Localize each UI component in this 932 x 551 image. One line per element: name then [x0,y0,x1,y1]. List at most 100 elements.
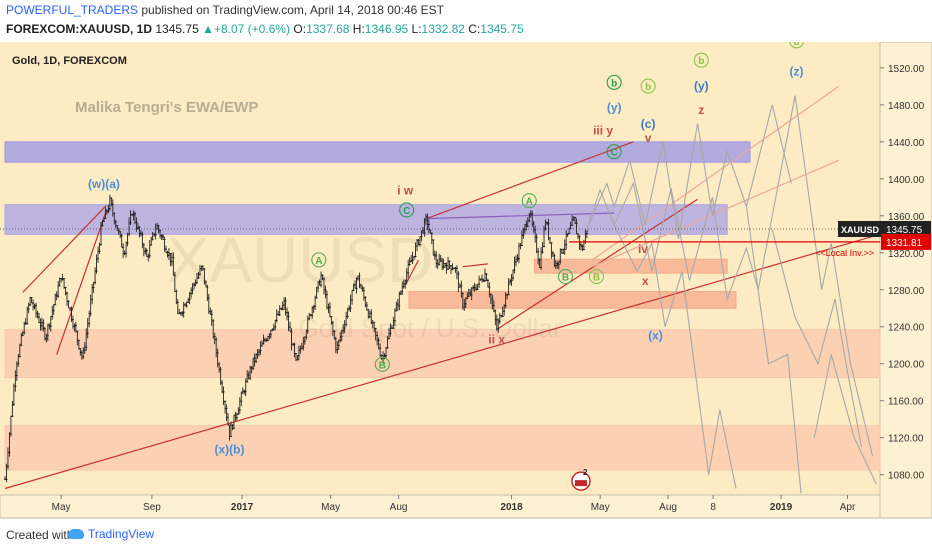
wave-label: b [794,42,800,48]
wave-label: (w)(a) [88,177,120,191]
wave-label-circle [521,193,537,209]
publication-line: POWERFUL_TRADERS published on TradingVie… [6,3,444,17]
wave-label: b [698,56,704,67]
wave-label: B [593,273,600,284]
wave-label-circle [374,356,390,372]
watermark-symbol: XAUUSD [167,224,434,296]
wave-label: (y) [607,100,622,114]
time-tick-label: May [591,502,610,513]
publisher-link[interactable]: POWERFUL_TRADERS [6,3,139,17]
wave-label: b [645,82,651,93]
time-tick-label: 2018 [500,502,523,513]
time-axis-background [0,494,881,518]
high-label: H: [352,22,365,36]
trendline [426,212,615,220]
price-tick-label: 1520.00 [888,64,925,75]
wave-label-circle [588,268,605,285]
price-change: +8.07 (+0.6%) [213,22,291,36]
price-tick-label: 1280.00 [888,286,925,297]
symbol-tag-text: XAUUSD [841,225,880,235]
trendline [56,211,107,355]
price-axis-background [879,42,932,518]
support-resistance-zone [4,425,881,471]
plot-background [0,42,880,495]
time-tick-label: 8 [710,502,716,513]
time-tick-label: Aug [390,502,408,513]
last-price-tag-text: 1345.75 [886,225,923,236]
time-tick-label: May [321,502,340,513]
wave-label: b [611,78,617,89]
chart-subtitle: Malika Tengri's EWA/EWP [75,99,258,116]
time-tick-label: 2019 [770,502,793,513]
time-tick-label: Aug [659,502,677,513]
open-value: 1337.68 [306,22,350,36]
wave-label: C [403,206,410,217]
wave-label: B [379,360,386,371]
wave-label: x [642,274,649,288]
tradingview-logo[interactable]: TradingView [68,527,154,541]
support-resistance-zone [4,141,751,163]
time-tick-label: Sep [143,502,161,513]
trendline [426,141,634,220]
wave-label-circle [557,268,573,285]
chart-title: Gold, 1D, FOREXCOM [12,55,127,67]
wave-label-circle [693,52,709,68]
low-value: 1332.82 [421,22,465,36]
open-label: O: [293,22,307,36]
published-text: published on TradingView.com, April 14, … [138,3,445,17]
price-tick-label: 1320.00 [888,249,925,260]
price-tick-label: 1400.00 [888,175,925,186]
symbol-name: FOREXCOM:XAUUSD, 1D [6,22,153,36]
candles-layer [4,194,589,483]
wave-label: (x)(b) [214,442,244,456]
wave-label: C [611,148,618,159]
projection-path [771,229,863,448]
price-tick-label: 1240.00 [888,323,925,334]
wave-label: z [698,103,704,117]
price-tick-label: 1160.00 [888,397,924,408]
invalidation-tag-box [881,233,931,250]
watermark-description: Gold Spot / U.S. Dollar [299,313,562,343]
wave-label-circle [606,74,622,90]
wave-label: A [315,256,322,267]
wave-label: i w [397,184,414,198]
wave-label-circle [789,42,805,49]
invalidation-tag-text: 1331.81 [886,238,923,249]
wave-label: (z) [790,64,804,78]
tradingview-brand: TradingView [88,527,155,541]
wave-label-circle [399,202,415,218]
time-axis[interactable]: May Sep 2017 May Aug 2018 May Aug 8 2019 Apr [52,495,856,513]
projection-path [613,224,737,489]
tradingview-cloud-icon [68,529,84,539]
price-tags: XAUUSD 1345.75 1331.81 [838,220,931,250]
wave-label: B [562,273,569,284]
wave-label: A [526,197,533,208]
price-axis[interactable]: 1080.00 1120.00 1160.00 1200.00 1240.00 1280.… [880,64,925,482]
price-tick-label: 1440.00 [888,138,925,149]
price-tick-label: 1080.00 [888,471,925,482]
last-price: 1345.75 [155,22,199,36]
last-price-tag-box [881,220,931,237]
support-resistance-zone [4,329,881,379]
price-tick-label: 1200.00 [888,360,925,371]
projections-layer [586,95,877,494]
wave-label-circle [311,252,327,268]
price-tick-label: 1120.00 [888,434,924,445]
trendline [462,263,488,268]
projection-path [813,354,877,485]
close-value: 1345.75 [480,22,524,36]
wave-label-circle [640,78,656,94]
price-tick-label: 1480.00 [888,101,925,112]
price-chart[interactable]: XAUUSD Gold Spot / U.S. Dollar (w)(a) (x)… [0,42,932,518]
low-label: L: [411,22,422,36]
wave-label-circle [606,144,622,160]
wave-label: v [645,131,652,145]
wave-label: iii y [593,123,613,137]
wave-label: (x) [648,329,663,343]
event-marker[interactable]: 2 [571,468,591,491]
time-tick-label: 2017 [231,502,254,513]
trendline [22,205,107,293]
wave-label: (c) [641,117,656,131]
time-tick-label: Apr [840,502,856,513]
